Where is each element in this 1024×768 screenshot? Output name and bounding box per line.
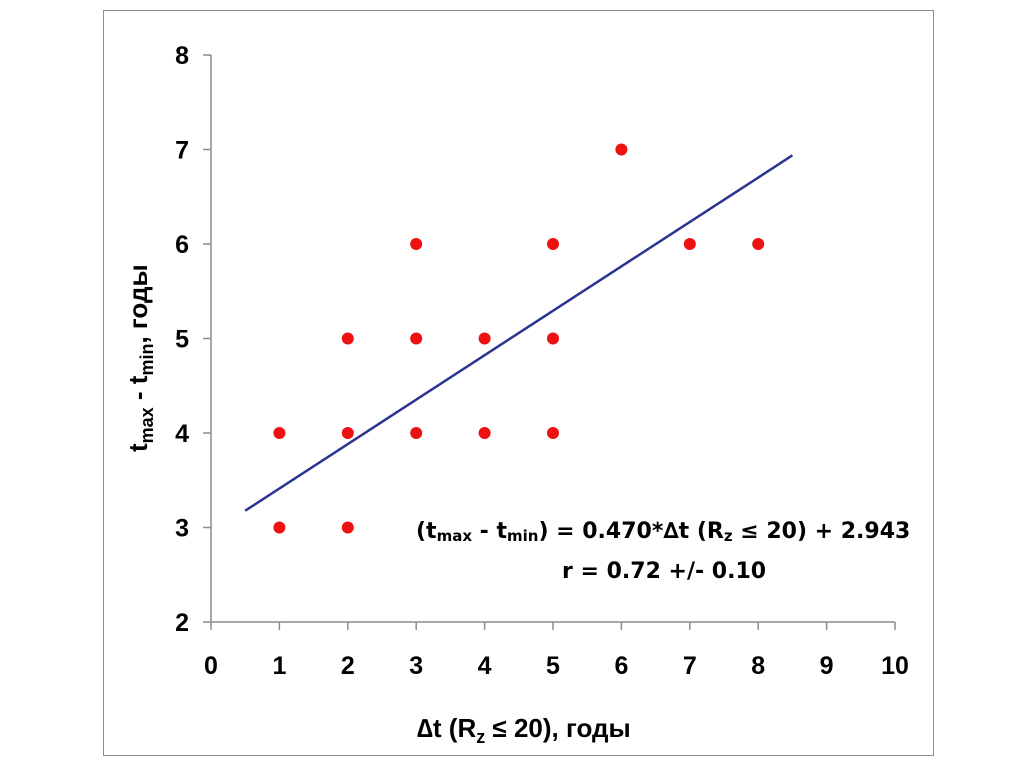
data-point	[547, 332, 559, 345]
data-point	[478, 427, 491, 439]
data-point	[683, 238, 696, 250]
data-point	[410, 427, 423, 439]
data-point	[341, 521, 354, 534]
data-point	[478, 332, 491, 345]
x-tick-label: 8	[751, 652, 765, 680]
y-tick-label: 4	[175, 420, 189, 448]
data-point	[547, 427, 559, 439]
y-tick-label: 3	[175, 515, 189, 543]
data-point	[752, 238, 765, 250]
x-tick-label: 6	[614, 652, 628, 680]
x-tick-label: 1	[272, 652, 286, 680]
x-tick-label: 7	[683, 652, 697, 680]
x-tick-label: 4	[478, 652, 492, 680]
x-tick-label: 3	[409, 652, 423, 680]
data-point	[410, 332, 423, 345]
x-tick-label: 10	[881, 652, 909, 680]
regression-equation: (tmax - tmin) = 0.470*∆t (Rz ≤ 20) + 2.9…	[416, 519, 910, 545]
y-tick-label: 5	[175, 326, 189, 354]
y-ticks: 2 3 4 5 6 7 8	[175, 42, 211, 637]
data-point	[410, 238, 423, 250]
x-ticks: 0 1 2 3 4 5 6 7 8 9 10	[204, 622, 909, 680]
y-tick-label: 6	[175, 231, 189, 259]
data-point	[547, 238, 559, 250]
data-points	[273, 143, 765, 534]
regression-line	[244, 154, 794, 512]
x-tick-label: 9	[820, 652, 834, 680]
data-point	[273, 427, 286, 439]
y-axis-title: tmax - tmin, годы	[123, 264, 157, 452]
y-tick-label: 8	[175, 42, 189, 70]
data-point	[341, 332, 354, 345]
x-axis-title: ∆t (Rz ≤ 20), годы	[417, 713, 631, 747]
chart-frame	[103, 10, 934, 756]
x-tick-label: 5	[546, 652, 560, 680]
x-tick-label: 0	[204, 652, 218, 680]
y-tick-label: 2	[175, 609, 189, 637]
x-tick-label: 2	[341, 652, 355, 680]
data-point	[615, 143, 628, 156]
correlation-coefficient: r = 0.72 +/- 0.10	[562, 559, 766, 584]
data-point	[341, 427, 354, 439]
y-tick-label: 7	[175, 137, 189, 165]
data-point	[273, 521, 286, 534]
axes: 0 1 2 3 4 5 6 7 8 9 10 2 3 4 5 6 7 8	[175, 42, 909, 680]
